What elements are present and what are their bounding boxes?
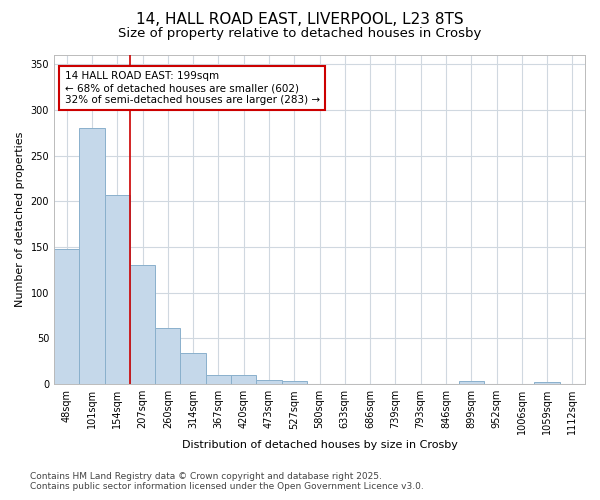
Bar: [54, 249, 79, 384]
Text: 14, HALL ROAD EAST, LIVERPOOL, L23 8TS: 14, HALL ROAD EAST, LIVERPOOL, L23 8TS: [136, 12, 464, 28]
Bar: [206, 375, 231, 384]
Bar: [231, 375, 256, 384]
Bar: [535, 382, 560, 384]
Bar: [130, 266, 155, 384]
Bar: [181, 353, 206, 384]
Bar: [281, 380, 307, 384]
Bar: [155, 328, 181, 384]
Bar: [104, 195, 130, 384]
X-axis label: Distribution of detached houses by size in Crosby: Distribution of detached houses by size …: [182, 440, 457, 450]
Text: 14 HALL ROAD EAST: 199sqm
← 68% of detached houses are smaller (602)
32% of semi: 14 HALL ROAD EAST: 199sqm ← 68% of detac…: [65, 72, 320, 104]
Y-axis label: Number of detached properties: Number of detached properties: [15, 132, 25, 308]
Bar: [79, 128, 104, 384]
Text: Size of property relative to detached houses in Crosby: Size of property relative to detached ho…: [118, 28, 482, 40]
Bar: [458, 382, 484, 384]
Text: Contains HM Land Registry data © Crown copyright and database right 2025.
Contai: Contains HM Land Registry data © Crown c…: [30, 472, 424, 491]
Bar: [256, 380, 281, 384]
